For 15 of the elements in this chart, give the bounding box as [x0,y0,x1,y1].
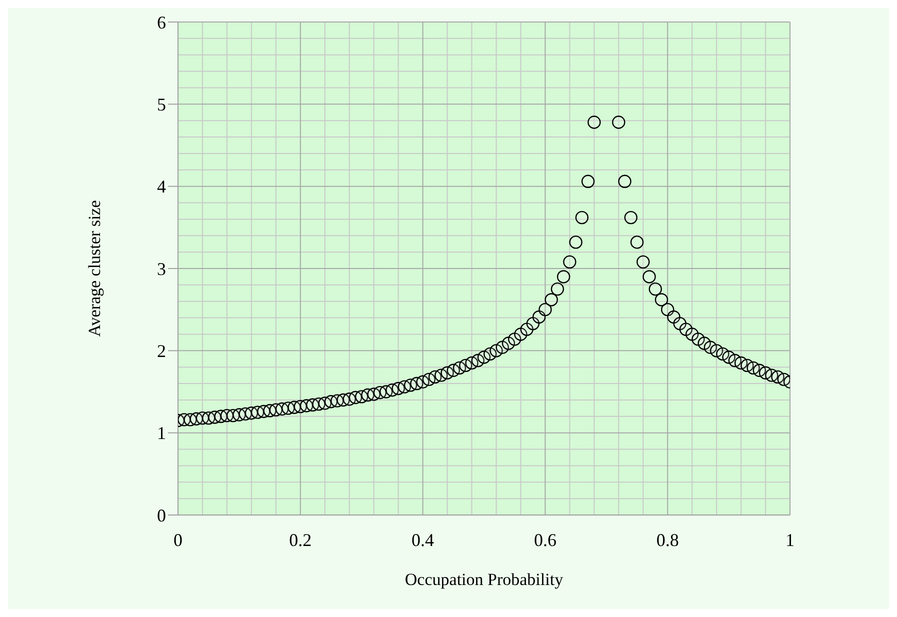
x-tick-label: 0.8 [656,530,679,550]
y-axis-title: Average cluster size [85,200,104,337]
x-axis-title: Occupation Probability [404,570,564,589]
y-tick-label: 3 [157,258,166,279]
y-tick-label: 6 [157,12,166,32]
x-tick-label: 0.4 [412,530,434,550]
x-tick-label: 0.6 [534,530,556,550]
y-tick-label: 4 [157,176,166,197]
y-tick-label: 0 [157,505,166,526]
y-tick-label: 2 [157,341,166,362]
y-tick-label: 5 [157,94,166,115]
y-tick-label: 1 [157,423,166,444]
x-tick-label: 1 [786,530,794,550]
x-tick-label: 0 [174,530,182,550]
x-tick-label: 0.2 [289,530,312,550]
